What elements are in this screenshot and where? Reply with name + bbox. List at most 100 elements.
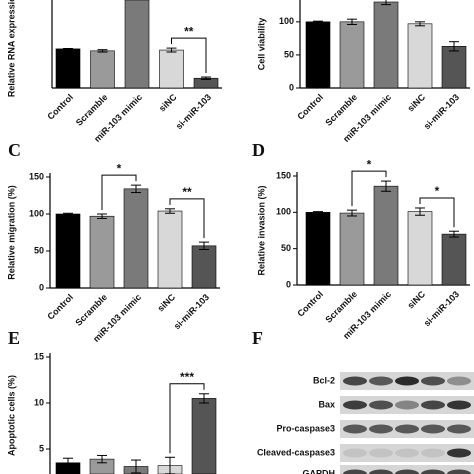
panel-label: F [252, 328, 263, 348]
bar [305, 212, 331, 286]
x-tick-label: Scramble [323, 92, 359, 128]
blot-band [343, 424, 367, 434]
blot-band [343, 400, 367, 410]
blot-band [421, 376, 445, 386]
bar [191, 245, 217, 289]
x-tick-label: Scramble [73, 292, 109, 328]
significance-bracket [419, 197, 455, 228]
blot-band [447, 400, 471, 410]
blot-band [343, 376, 367, 386]
bar [124, 0, 150, 89]
blot-band [369, 400, 393, 410]
blot-band [421, 424, 445, 434]
x-tick-label: Scramble [74, 92, 110, 128]
significance-bracket [101, 174, 137, 210]
y-tick-label: 50 [34, 245, 44, 255]
y-axis-label: Relative RNA expression [6, 0, 16, 97]
y-axis-label: Relative migration (%) [6, 185, 16, 280]
panel-label: C [8, 140, 21, 160]
bar [339, 212, 365, 286]
significance-label: * [435, 184, 440, 198]
bar [90, 50, 115, 89]
x-tick-label: Control [295, 92, 325, 122]
blot-band [447, 424, 471, 434]
blot-band [447, 376, 471, 386]
blot-band [421, 400, 445, 410]
blot-band [395, 448, 419, 458]
blot-band [447, 448, 471, 458]
blot-band [369, 448, 393, 458]
y-axis-label: Cell viability [256, 18, 266, 71]
significance-label: ** [184, 24, 194, 38]
y-tick-label: 50 [284, 49, 294, 59]
x-tick-label: siNC [156, 292, 178, 314]
y-tick-label: 0 [39, 282, 44, 292]
y-tick-label: 15 [34, 351, 44, 361]
significance-bracket [169, 383, 205, 454]
significance-bracket [169, 198, 205, 239]
bar [441, 233, 467, 286]
x-tick-label: si-miR-103 [422, 92, 461, 131]
bar [339, 21, 365, 89]
y-tick-label: 0 [289, 82, 294, 92]
blot-band [421, 469, 445, 474]
x-tick-label: Control [45, 92, 75, 122]
bar [157, 210, 183, 289]
x-tick-label: si-miR-103 [174, 92, 213, 131]
x-tick-label: Control [295, 289, 325, 319]
bar [373, 185, 399, 286]
x-tick-label: siNC [157, 92, 179, 114]
blot-band [343, 469, 367, 474]
blot-row-label: Pro-caspase3 [276, 423, 335, 433]
blot-strip [340, 396, 474, 414]
blot-strip [340, 444, 474, 462]
y-axis-label: Apoptotic cells (%) [6, 375, 16, 456]
significance-label: *** [180, 370, 194, 384]
blot-row-label: Cleaved-caspase3 [257, 447, 335, 457]
y-tick-label: 10 [34, 397, 44, 407]
blot-band [369, 376, 393, 386]
y-axis-label: Relative invasion (%) [256, 185, 266, 275]
blot-row-label: Bax [318, 399, 335, 409]
blot-row-label: GAPDH [302, 468, 335, 474]
bar [89, 215, 115, 289]
blot-band [369, 424, 393, 434]
x-tick-label: si-miR-103 [422, 289, 461, 328]
y-tick-label: 0 [286, 279, 291, 289]
significance-label: ** [182, 185, 192, 199]
y-tick-label: 100 [279, 16, 294, 26]
y-tick-label: 150 [29, 171, 44, 181]
x-tick-label: Control [45, 292, 75, 322]
significance-label: * [367, 157, 372, 171]
bar [159, 49, 184, 89]
blot-band [395, 469, 419, 474]
bar [373, 1, 399, 89]
panel-label: E [8, 328, 20, 348]
panel-label: D [252, 140, 265, 160]
bar [407, 211, 433, 286]
bar [305, 21, 331, 89]
blot-band [395, 400, 419, 410]
x-tick-label: siNC [406, 92, 428, 114]
blot-band [395, 424, 419, 434]
blot-band [369, 469, 393, 474]
bar [191, 398, 217, 474]
bar [55, 213, 81, 289]
y-tick-label: 50 [281, 243, 291, 253]
bar [55, 48, 81, 89]
significance-bracket [351, 170, 387, 207]
significance-label: * [117, 161, 122, 175]
blot-band [447, 469, 471, 474]
y-tick-label: 5 [39, 443, 44, 453]
bar [441, 46, 467, 89]
y-tick-label: 100 [276, 207, 291, 217]
x-tick-label: Scramble [323, 289, 359, 325]
blot-band [343, 448, 367, 458]
x-tick-label: si-miR-103 [172, 292, 211, 331]
y-tick-label: 100 [29, 208, 44, 218]
significance-bracket [171, 37, 207, 74]
blot-row-label: Bcl-2 [313, 375, 335, 385]
bar [407, 23, 433, 89]
y-tick-label: 150 [276, 170, 291, 180]
